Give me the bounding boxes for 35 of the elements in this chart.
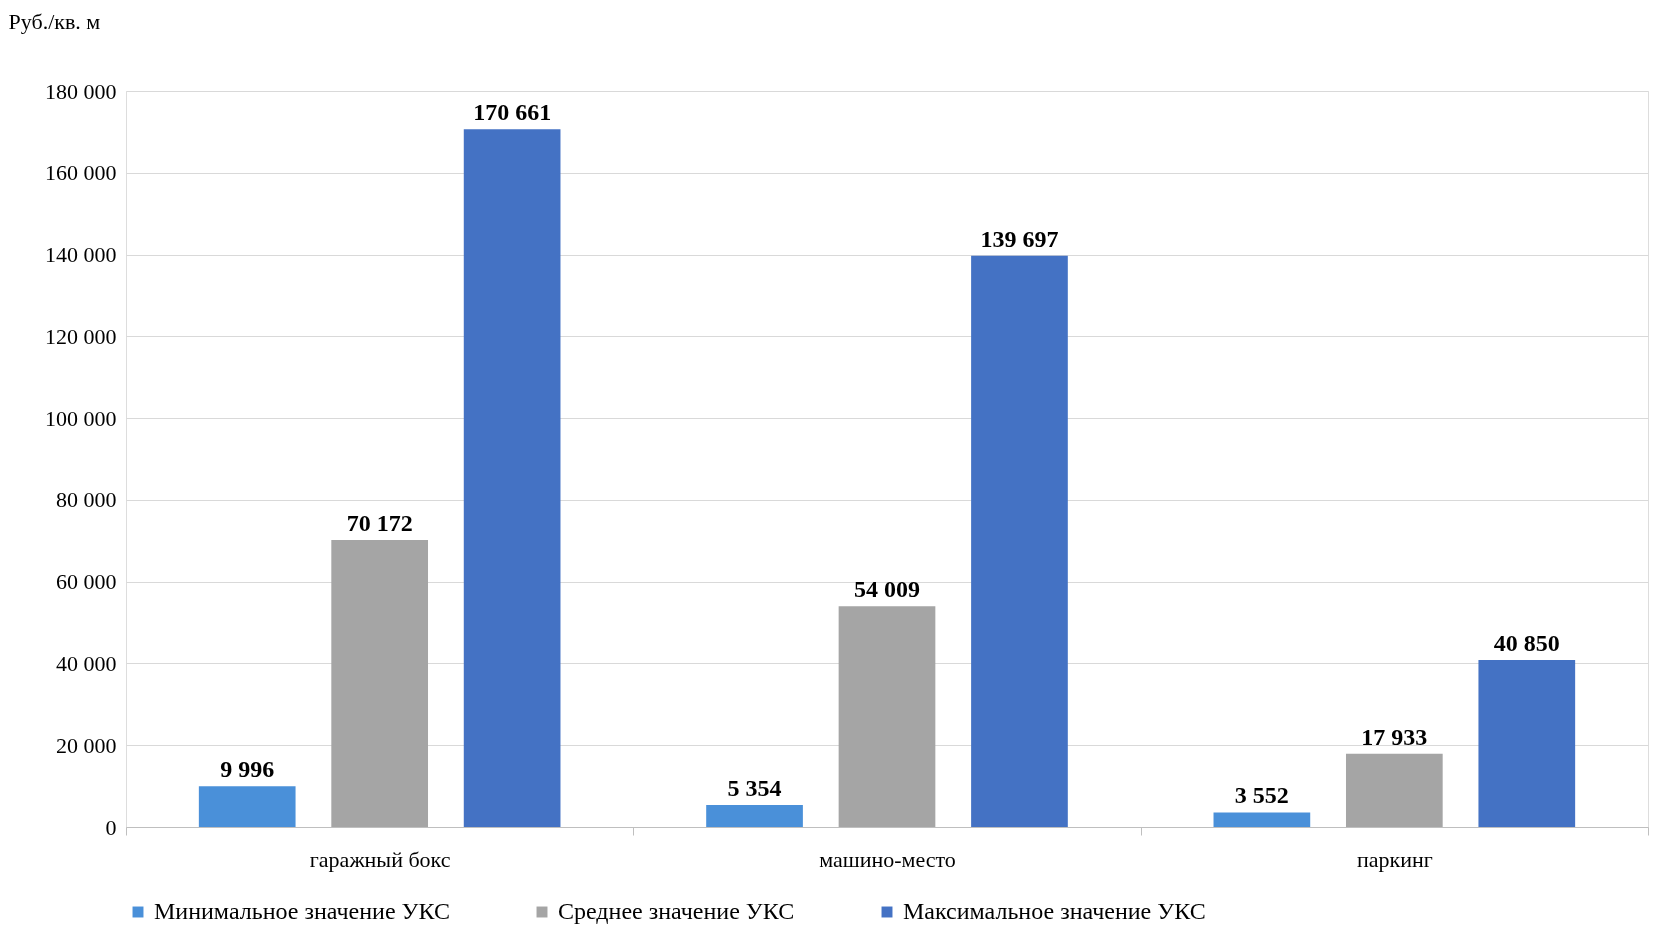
y-tick-label: 0 bbox=[105, 814, 117, 840]
y-tick-label: 80 000 bbox=[56, 487, 117, 513]
x-tick-label: машино-место bbox=[819, 846, 956, 872]
bar bbox=[838, 606, 936, 827]
data-label: 3 552 bbox=[1234, 782, 1289, 809]
data-label: 5 354 bbox=[727, 775, 782, 802]
y-tick-label: 140 000 bbox=[45, 242, 117, 268]
y-tick-label: 60 000 bbox=[56, 569, 117, 595]
bar bbox=[706, 805, 803, 827]
bar bbox=[331, 540, 429, 827]
y-tick-label: 40 000 bbox=[56, 650, 117, 676]
data-label: 9 996 bbox=[220, 756, 275, 783]
y-tick-label: 20 000 bbox=[56, 732, 117, 758]
y-tick-label: 160 000 bbox=[45, 160, 117, 186]
data-label: 17 933 bbox=[1361, 723, 1428, 750]
data-label: 70 172 bbox=[346, 510, 413, 537]
data-label: 40 850 bbox=[1493, 629, 1560, 656]
bar bbox=[971, 255, 1068, 827]
bar bbox=[198, 786, 296, 827]
y-tick-label: 100 000 bbox=[45, 405, 117, 431]
bar bbox=[1345, 753, 1443, 827]
bar bbox=[463, 129, 561, 827]
bar bbox=[1213, 812, 1311, 827]
bar bbox=[1478, 659, 1576, 827]
data-label: 54 009 bbox=[854, 576, 920, 603]
legend-label: Максимальное значение УКС bbox=[903, 898, 1206, 924]
legend-label: Среднее значение УКС bbox=[558, 898, 795, 924]
x-tick-label: гаражный бокс bbox=[309, 846, 451, 872]
data-label: 170 661 bbox=[473, 99, 552, 126]
data-label: 139 697 bbox=[980, 225, 1059, 252]
y-tick-label: 180 000 bbox=[45, 78, 117, 104]
y-tick-label: 120 000 bbox=[45, 323, 117, 349]
legend-label: Минимальное значение УКС bbox=[154, 898, 450, 924]
y-axis-title: Руб./кв. м bbox=[8, 8, 101, 34]
x-tick-label: паркинг bbox=[1356, 846, 1433, 872]
